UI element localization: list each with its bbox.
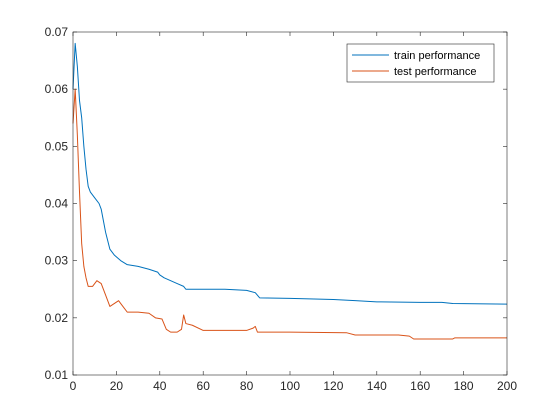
series-layer xyxy=(72,42,508,340)
x-tick-label: 140 xyxy=(367,379,387,393)
x-tick-label: 180 xyxy=(454,379,474,393)
axes-layer: 0 20 40 60 80 100 120 140 160 180 200 0.01 0.02 0.03 0… xyxy=(45,25,518,393)
series-line-1 xyxy=(72,42,508,305)
legend-box xyxy=(346,43,495,83)
x-tick-label: 80 xyxy=(240,379,254,393)
legend: train performance test performance xyxy=(346,43,495,83)
x-tick-label: 20 xyxy=(110,379,124,393)
x-tick-label: 40 xyxy=(153,379,167,393)
legend-label-1: train performance xyxy=(394,50,480,62)
series-line-2 xyxy=(72,88,507,340)
x-tick-label: 160 xyxy=(410,379,430,393)
y-tick-label: 0.02 xyxy=(45,311,69,325)
plot-area xyxy=(73,32,507,375)
x-tick-label: 200 xyxy=(497,379,517,393)
plot-background xyxy=(73,32,507,375)
y-tick-label: 0.05 xyxy=(45,139,69,153)
x-tick-label: 120 xyxy=(323,379,343,393)
y-tick-label: 0.07 xyxy=(45,25,69,39)
y-tick-label: 0.03 xyxy=(45,254,69,268)
y-tick-label: 0.01 xyxy=(45,368,69,382)
legend-label-2: test performance xyxy=(394,66,477,78)
x-tick-label: 100 xyxy=(280,379,300,393)
x-tick-label: 0 xyxy=(70,379,77,393)
y-tick-label: 0.04 xyxy=(45,197,69,211)
y-tick-label: 0.06 xyxy=(45,82,69,96)
x-tick-label: 60 xyxy=(197,379,211,393)
